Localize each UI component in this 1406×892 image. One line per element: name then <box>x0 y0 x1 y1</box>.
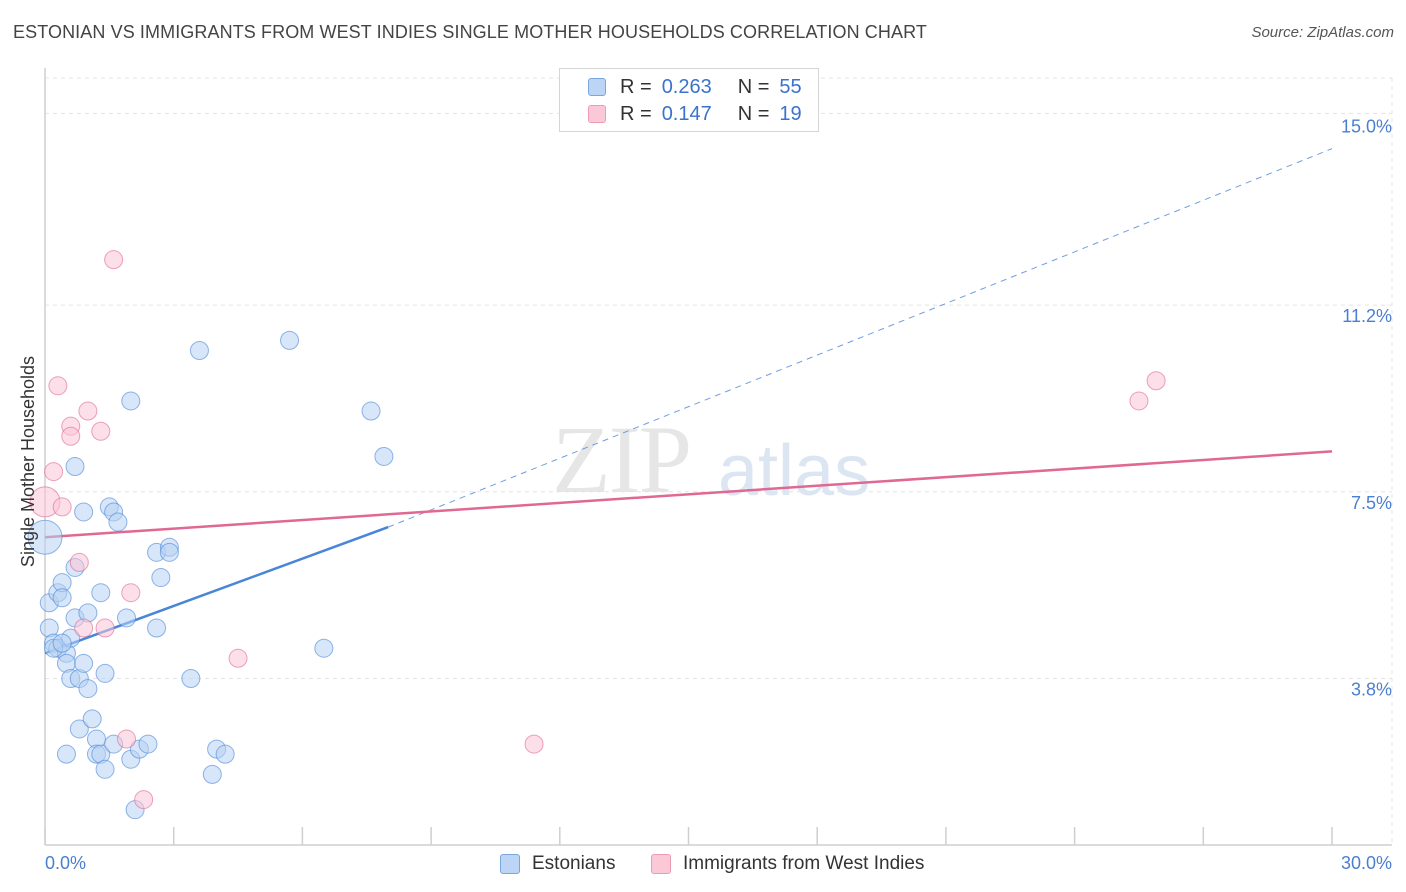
estonians-point <box>202 764 222 784</box>
legend-item-estonians[interactable]: Estonians <box>500 853 615 875</box>
legend-r-label: R = <box>620 102 652 125</box>
watermark-atlas: atlas <box>718 431 871 511</box>
west-indies-point <box>117 729 137 749</box>
estonians-point <box>361 401 381 421</box>
legend-r-value: 0.263 <box>661 75 712 98</box>
estonians-point <box>138 734 158 754</box>
legend-swatch-blue <box>588 78 606 96</box>
estonians-point <box>215 744 235 764</box>
estonians-point <box>181 668 201 688</box>
correlation-legend: R = 0.263 N = 55 R = 0.147 N = 19 <box>559 68 819 132</box>
estonians-point <box>52 588 72 608</box>
estonians-point <box>27 519 63 555</box>
west-indies-point <box>52 497 72 517</box>
west-indies-point <box>104 250 124 270</box>
estonians-point <box>108 512 128 532</box>
y-tick-label: 15.0% <box>1341 116 1392 136</box>
x-tick-label-max: 30.0% <box>1341 853 1392 873</box>
west-indies-point <box>48 376 68 396</box>
estonians-point <box>121 391 141 411</box>
estonians-point <box>151 568 171 588</box>
estonians-point <box>74 653 94 673</box>
y-tick-label: 7.5% <box>1351 493 1392 513</box>
legend-row-estonians: R = 0.263 N = 55 <box>588 75 802 99</box>
estonians-point <box>82 709 102 729</box>
chart-title: ESTONIAN VS IMMIGRANTS FROM WEST INDIES … <box>13 22 927 42</box>
legend-r-label: R = <box>620 75 652 98</box>
estonians-point <box>95 759 115 779</box>
west-indies-point <box>228 648 248 668</box>
estonians-point <box>52 633 72 653</box>
west-indies-point <box>1146 371 1166 391</box>
estonians-point <box>117 608 137 628</box>
west-indies-point <box>121 583 141 603</box>
west-indies-point <box>74 618 94 638</box>
source-label: Source: ZipAtlas.com <box>1251 24 1394 41</box>
legend-swatch-pink <box>588 105 606 123</box>
legend-n-label: N = <box>737 102 770 125</box>
estonians-point <box>91 583 111 603</box>
estonians-point <box>280 330 300 350</box>
legend-n-value: 55 <box>779 75 802 98</box>
x-tick-label-min: 0.0% <box>45 853 86 873</box>
estonians-point <box>65 457 85 477</box>
legend-n-label: N = <box>737 75 770 98</box>
estonians-point <box>74 502 94 522</box>
data-points <box>27 250 1166 820</box>
estonians-point <box>374 446 394 466</box>
legend-n-value: 19 <box>779 102 802 125</box>
y-tick-label: 3.8% <box>1351 679 1392 699</box>
west-indies-point <box>78 401 98 421</box>
axis-labels: 3.8% 7.5% 11.2% 15.0% 0.0% 30.0% Single Mother… <box>18 116 1392 873</box>
legend-row-west-indies: R = 0.147 N = 19 <box>588 102 802 126</box>
estonians-point <box>159 542 179 562</box>
west-indies-label: Immigrants from West Indies <box>683 853 925 874</box>
estonians-point <box>69 719 89 739</box>
west-indies-point <box>44 462 64 482</box>
west-indies-point <box>95 618 115 638</box>
west-indies-point <box>134 790 154 810</box>
estonians-point <box>147 618 167 638</box>
legend-item-west-indies[interactable]: Immigrants from West Indies <box>651 853 924 875</box>
estonians-point <box>78 679 98 699</box>
west-indies-trend-line <box>44 450 1333 539</box>
series-legend: Estonians Immigrants from West Indies <box>0 851 1406 879</box>
estonians-point <box>95 663 115 683</box>
estonians-label: Estonians <box>532 853 616 874</box>
west-indies-point <box>1129 391 1149 411</box>
axes <box>44 68 1392 846</box>
west-indies-point <box>91 421 111 441</box>
west-indies-point <box>61 426 81 446</box>
estonians-point <box>189 340 209 360</box>
y-axis-title: Single Mother Households <box>18 356 38 567</box>
legend-r-value: 0.147 <box>661 102 712 125</box>
estonians-swatch <box>500 854 520 874</box>
estonians-point <box>56 744 76 764</box>
west-indies-point <box>69 552 89 572</box>
west-indies-swatch <box>651 854 671 874</box>
estonians-point <box>314 638 334 658</box>
west-indies-point <box>524 734 544 754</box>
estonians-trend-extension <box>388 148 1333 528</box>
y-tick-label: 11.2% <box>1342 306 1392 326</box>
